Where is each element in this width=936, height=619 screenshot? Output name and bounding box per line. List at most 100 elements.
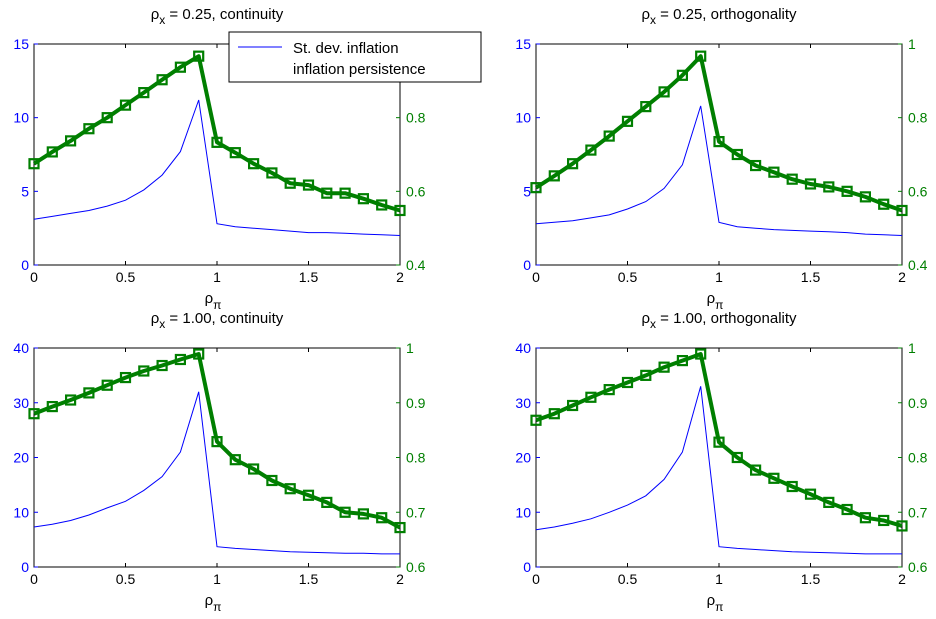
series-line-inflation-persistence (535, 352, 903, 528)
y-right-tick-label: 0.4 (908, 257, 928, 273)
data-point-marker (64, 394, 77, 406)
panel-title: ρx = 1.00, continuity (151, 310, 284, 331)
data-point-marker (28, 408, 40, 420)
data-point-marker (357, 193, 369, 205)
data-point-marker (695, 348, 707, 360)
data-point-marker (321, 496, 333, 508)
x-tick-label: 0.5 (618, 571, 638, 587)
x-tick-label: 1 (213, 269, 221, 285)
series-line-st-dev-inflation (535, 386, 902, 555)
y-right-tick-label: 0.4 (406, 257, 426, 273)
data-point-marker (548, 408, 560, 420)
y-right-tick-label: 0.8 (406, 110, 426, 126)
data-point-marker (83, 387, 95, 399)
x-tick-label: 1 (715, 571, 723, 587)
data-point-marker (174, 353, 186, 366)
data-point-marker (768, 472, 780, 484)
data-point-marker (804, 488, 817, 500)
x-axis-label: ρπ (707, 592, 724, 614)
data-point-marker (284, 483, 296, 495)
data-point-marker (266, 167, 278, 179)
data-point-marker (376, 512, 388, 524)
plot-box (535, 347, 903, 568)
data-point-marker (621, 376, 634, 389)
data-point-marker (83, 123, 95, 135)
y-right-tick-label: 0.7 (406, 504, 426, 520)
x-tick-label: 0 (532, 269, 540, 285)
y-left-tick-label: 0 (523, 257, 531, 273)
data-point-marker (156, 359, 168, 372)
series-line-inflation-persistence (32, 54, 401, 213)
data-point-marker (119, 371, 132, 384)
data-point-marker (28, 158, 40, 170)
data-point-marker (786, 173, 798, 185)
data-point-marker (658, 361, 670, 373)
data-point-marker (302, 489, 315, 501)
data-point-marker (566, 399, 579, 412)
data-point-marker (138, 87, 150, 99)
x-tick-label: 1.5 (299, 571, 319, 587)
y-right-tick-label: 1 (406, 340, 414, 356)
series-line-st-dev-inflation (535, 105, 903, 236)
x-tick-label: 1.5 (299, 269, 319, 285)
y-left-tick-label: 10 (13, 504, 29, 520)
x-tick-label: 1.5 (801, 269, 821, 285)
data-point-marker (896, 204, 908, 217)
x-tick-label: 0 (532, 571, 540, 587)
chart-panel-1: ρx = 0.25, continuity ρπ 0 0.5 1 1.5 2 0 5 10 15 0.… (13, 6, 425, 312)
x-tick-label: 0.5 (618, 269, 638, 285)
y-right-tick-label: 1 (908, 36, 916, 52)
y-right-tick-label: 0.9 (908, 395, 928, 411)
data-point-marker (731, 451, 743, 464)
y-left-tick-label: 0 (21, 257, 29, 273)
data-point-marker (119, 99, 132, 111)
data-point-marker (676, 69, 689, 81)
data-point-marker (878, 514, 890, 527)
data-point-marker (823, 181, 835, 193)
legend-box (228, 31, 482, 83)
y-right-tick-label: 0.6 (406, 183, 426, 199)
x-tick-label: 1.5 (801, 571, 821, 587)
y-left-tick-label: 40 (13, 340, 29, 356)
data-point-marker (101, 112, 113, 124)
y-left-tick-label: 15 (515, 36, 531, 52)
data-point-marker (713, 436, 725, 448)
panel-title: ρx = 0.25, continuity (151, 6, 284, 27)
data-point-marker (530, 182, 542, 194)
x-tick-label: 0 (30, 571, 38, 587)
data-point-marker (658, 86, 670, 98)
plot-box (33, 347, 401, 568)
data-point-marker (229, 147, 241, 159)
data-point-marker (749, 464, 762, 476)
data-point-marker (566, 158, 579, 170)
x-tick-label: 0.5 (116, 269, 136, 285)
data-point-marker (229, 454, 241, 466)
x-tick-label: 2 (898, 571, 906, 587)
x-tick-label: 2 (898, 269, 906, 285)
y-left-tick-label: 15 (13, 36, 29, 52)
data-point-marker (248, 158, 260, 170)
data-point-marker (530, 414, 542, 426)
data-point-marker (302, 179, 315, 191)
data-point-marker (284, 177, 296, 189)
data-point-marker (841, 185, 853, 197)
data-point-marker (339, 187, 351, 199)
legend-label-inflation-persistence: inflation persistence (293, 61, 426, 78)
y-right-tick-label: 1 (908, 340, 916, 356)
data-point-marker (878, 198, 890, 210)
x-axis-label: ρπ (205, 592, 222, 614)
y-right-tick-label: 0.6 (406, 559, 426, 575)
data-point-marker (174, 61, 186, 73)
data-point-marker (101, 379, 113, 391)
legend: St. dev. inflation inflation persistence (228, 31, 482, 83)
data-point-marker (896, 520, 908, 532)
x-tick-label: 0 (30, 269, 38, 285)
data-point-marker (138, 365, 150, 377)
data-point-marker (859, 512, 872, 524)
y-left-tick-label: 40 (515, 340, 531, 356)
y-left-tick-label: 10 (13, 110, 29, 126)
data-point-marker (394, 521, 406, 534)
y-right-tick-label: 0.9 (406, 395, 426, 411)
